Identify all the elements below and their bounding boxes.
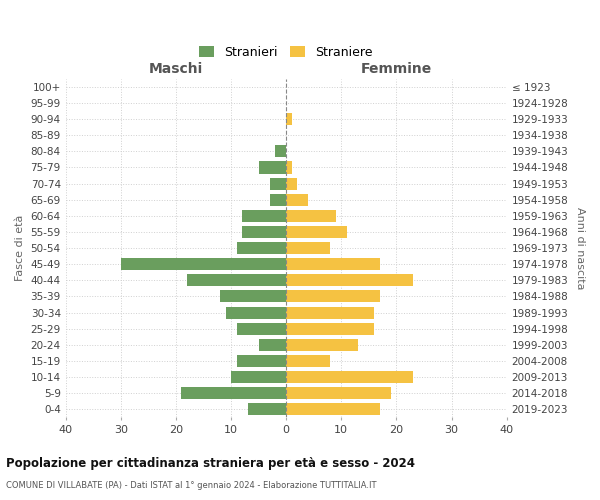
- Bar: [181, 387, 286, 399]
- Bar: [236, 242, 286, 254]
- Bar: [242, 210, 286, 222]
- Legend: Stranieri, Straniere: Stranieri, Straniere: [194, 41, 378, 64]
- Bar: [286, 306, 374, 318]
- Bar: [121, 258, 286, 270]
- Bar: [248, 404, 286, 415]
- Bar: [259, 339, 286, 351]
- Bar: [220, 290, 286, 302]
- Text: COMUNE DI VILLABATE (PA) - Dati ISTAT al 1° gennaio 2024 - Elaborazione TUTTITAL: COMUNE DI VILLABATE (PA) - Dati ISTAT al…: [6, 481, 377, 490]
- Bar: [286, 322, 374, 334]
- Bar: [286, 339, 358, 351]
- Text: Maschi: Maschi: [149, 62, 203, 76]
- Y-axis label: Fasce di età: Fasce di età: [15, 215, 25, 282]
- Bar: [259, 162, 286, 173]
- Y-axis label: Anni di nascita: Anni di nascita: [575, 207, 585, 290]
- Bar: [242, 226, 286, 238]
- Bar: [236, 355, 286, 367]
- Bar: [187, 274, 286, 286]
- Bar: [286, 355, 331, 367]
- Bar: [286, 404, 380, 415]
- Bar: [286, 162, 292, 173]
- Bar: [286, 242, 331, 254]
- Bar: [231, 371, 286, 383]
- Bar: [286, 371, 413, 383]
- Bar: [286, 387, 391, 399]
- Bar: [269, 178, 286, 190]
- Bar: [286, 258, 380, 270]
- Bar: [286, 210, 336, 222]
- Bar: [286, 113, 292, 125]
- Bar: [286, 226, 347, 238]
- Bar: [286, 194, 308, 206]
- Bar: [286, 178, 297, 190]
- Bar: [236, 322, 286, 334]
- Text: Femmine: Femmine: [361, 62, 432, 76]
- Bar: [286, 274, 413, 286]
- Bar: [275, 146, 286, 158]
- Text: Popolazione per cittadinanza straniera per età e sesso - 2024: Popolazione per cittadinanza straniera p…: [6, 458, 415, 470]
- Bar: [286, 290, 380, 302]
- Bar: [269, 194, 286, 206]
- Bar: [226, 306, 286, 318]
